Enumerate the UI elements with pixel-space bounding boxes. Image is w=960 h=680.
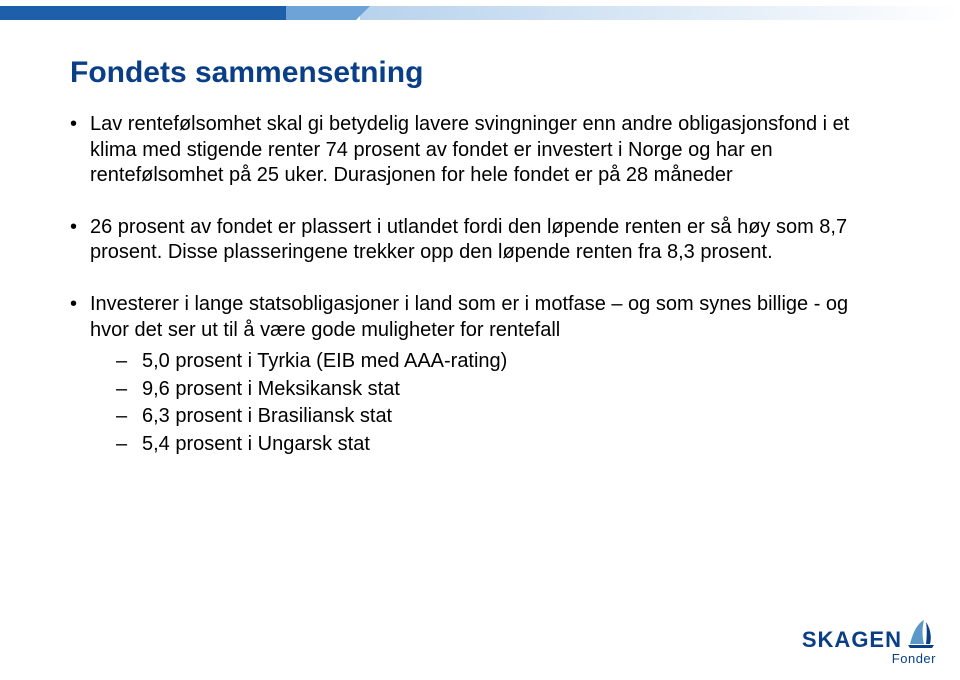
sub-bullet-item: 5,4 prosent i Ungarsk stat xyxy=(116,432,880,458)
bullet-item: Lav rentefølsomhet skal gi betydelig lav… xyxy=(70,112,880,189)
sail-icon xyxy=(908,618,936,653)
slide-title: Fondets sammensetning xyxy=(70,56,423,90)
header-stripe-chevron xyxy=(356,6,370,20)
brand-logo-word: SKAGEN xyxy=(802,627,902,653)
brand-logo-row: SKAGEN xyxy=(802,618,936,653)
bullet-text: 26 prosent av fondet er plassert i utlan… xyxy=(90,216,847,264)
sail-icon-hull xyxy=(908,645,934,648)
sail-icon-accent xyxy=(926,622,931,644)
sub-bullet-list: 5,0 prosent i Tyrkia (EIB med AAA-rating… xyxy=(90,349,880,457)
sub-bullet-item: 9,6 prosent i Meksikansk stat xyxy=(116,377,880,403)
bullet-text: Lav rentefølsomhet skal gi betydelig lav… xyxy=(90,113,849,186)
bullet-item: Investerer i lange statsobligasjoner i l… xyxy=(70,292,880,458)
bullet-item: 26 prosent av fondet er plassert i utlan… xyxy=(70,215,880,266)
header-stripe-mid xyxy=(286,6,356,20)
slide-body: Lav rentefølsomhet skal gi betydelig lav… xyxy=(70,112,880,484)
header-stripe-dark xyxy=(0,6,300,20)
slide: Fondets sammensetning Lav rentefølsomhet… xyxy=(0,0,960,680)
sail-icon-main xyxy=(910,620,924,644)
sub-bullet-item: 6,3 prosent i Brasiliansk stat xyxy=(116,404,880,430)
brand-logo: SKAGEN Fonder xyxy=(802,618,936,666)
bullet-text: Investerer i lange statsobligasjoner i l… xyxy=(90,293,848,341)
sub-bullet-item: 5,0 prosent i Tyrkia (EIB med AAA-rating… xyxy=(116,349,880,375)
brand-logo-subtitle: Fonder xyxy=(802,651,936,666)
header-stripe xyxy=(0,6,960,20)
bullet-list: Lav rentefølsomhet skal gi betydelig lav… xyxy=(70,112,880,458)
